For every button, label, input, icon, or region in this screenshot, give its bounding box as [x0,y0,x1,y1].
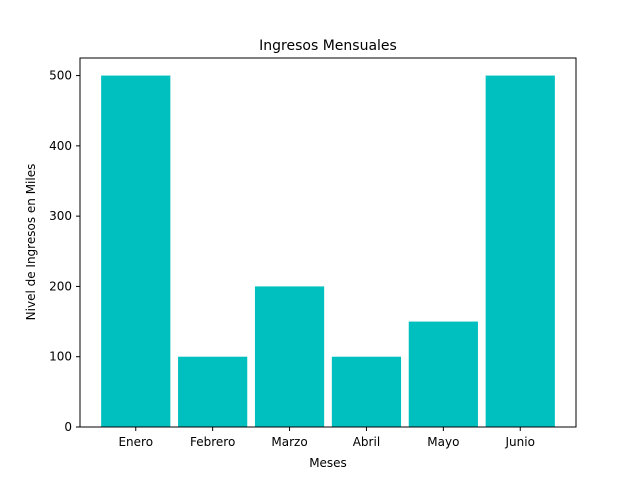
bar-junio [485,75,555,428]
y-tick-label: 200 [49,279,72,293]
y-axis-label: Nivel de Ingresos en Miles [24,164,38,321]
bar-abril [331,356,402,427]
x-axis-label: Meses [309,456,347,470]
x-tick-label-mayo: Mayo [427,435,459,449]
y-tick-label: 0 [64,420,72,434]
bar-febrero [178,356,248,427]
y-tick-label: 400 [49,139,72,153]
x-tick-label-marzo: Marzo [271,435,307,449]
chart-title: Ingresos Mensuales [259,38,397,54]
y-tick-label: 100 [49,350,72,364]
y-tick-label: 300 [49,209,72,223]
y-tick-label: 500 [49,69,72,83]
bar-marzo [254,286,325,427]
bars-group [101,75,555,428]
y-axis-ticks: 0 100 200 300 400 500 [49,69,80,434]
bar-enero [101,75,171,428]
x-tick-label-febrero: Febrero [190,435,235,449]
x-tick-label-junio: Junio [505,435,535,449]
x-tick-label-abril: Abril [353,435,380,449]
x-axis-ticks: Enero Febrero Marzo Abril Mayo Junio [118,427,535,449]
bar-mayo [408,321,478,427]
x-tick-label-enero: Enero [118,435,153,449]
plot-frame [79,57,577,428]
